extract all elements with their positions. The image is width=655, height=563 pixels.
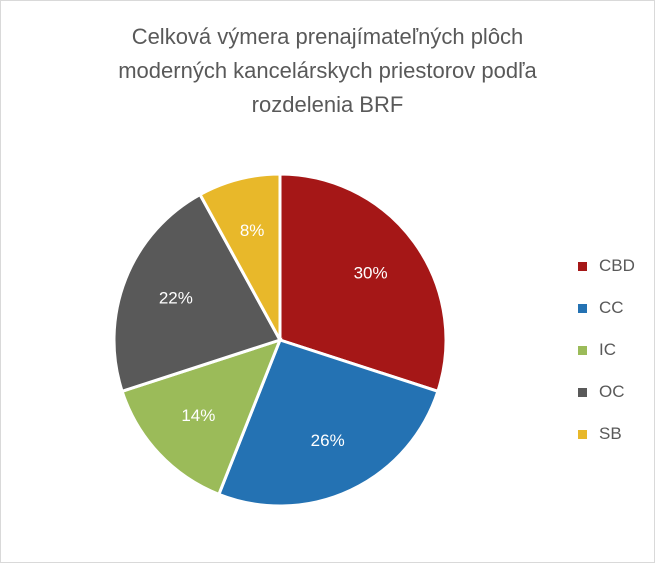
pie-slice-oc [112,192,283,394]
legend-swatch-ic [578,345,587,355]
pie-slice-cc [216,338,440,508]
legend-label-oc: OC [599,382,625,401]
pie-slice-sb [197,172,282,341]
data-label-oc: 22% [159,288,193,307]
chart-title-line-2: moderných kancelárskych priestorov podľa [118,58,537,83]
chart-legend: CBD CC IC OC SB [578,245,635,455]
data-label-cc: 26% [311,431,345,450]
legend-item-cbd: CBD [578,245,635,287]
legend-label-sb: SB [599,424,622,443]
data-label-ic: 14% [181,406,215,425]
legend-swatch-oc [578,387,587,397]
legend-swatch-cbd [578,261,587,271]
data-label-cbd: 30% [354,264,388,283]
legend-swatch-sb [578,429,587,439]
legend-item-sb: SB [578,413,635,455]
legend-label-cc: CC [599,298,624,317]
data-label-sb: 8% [240,221,265,240]
chart-title: Celková výmera prenajímateľných plôch mo… [0,20,655,122]
legend-item-oc: OC [578,371,635,413]
pie-slice-cbd [278,172,448,394]
chart-title-line-3: rozdelenia BRF [251,92,404,117]
legend-label-ic: IC [599,340,616,359]
chart-title-line-1: Celková výmera prenajímateľných plôch [131,24,524,49]
legend-label-cbd: CBD [599,256,635,275]
legend-item-cc: CC [578,287,635,329]
legend-item-ic: IC [578,329,635,371]
legend-swatch-cc [578,303,587,313]
